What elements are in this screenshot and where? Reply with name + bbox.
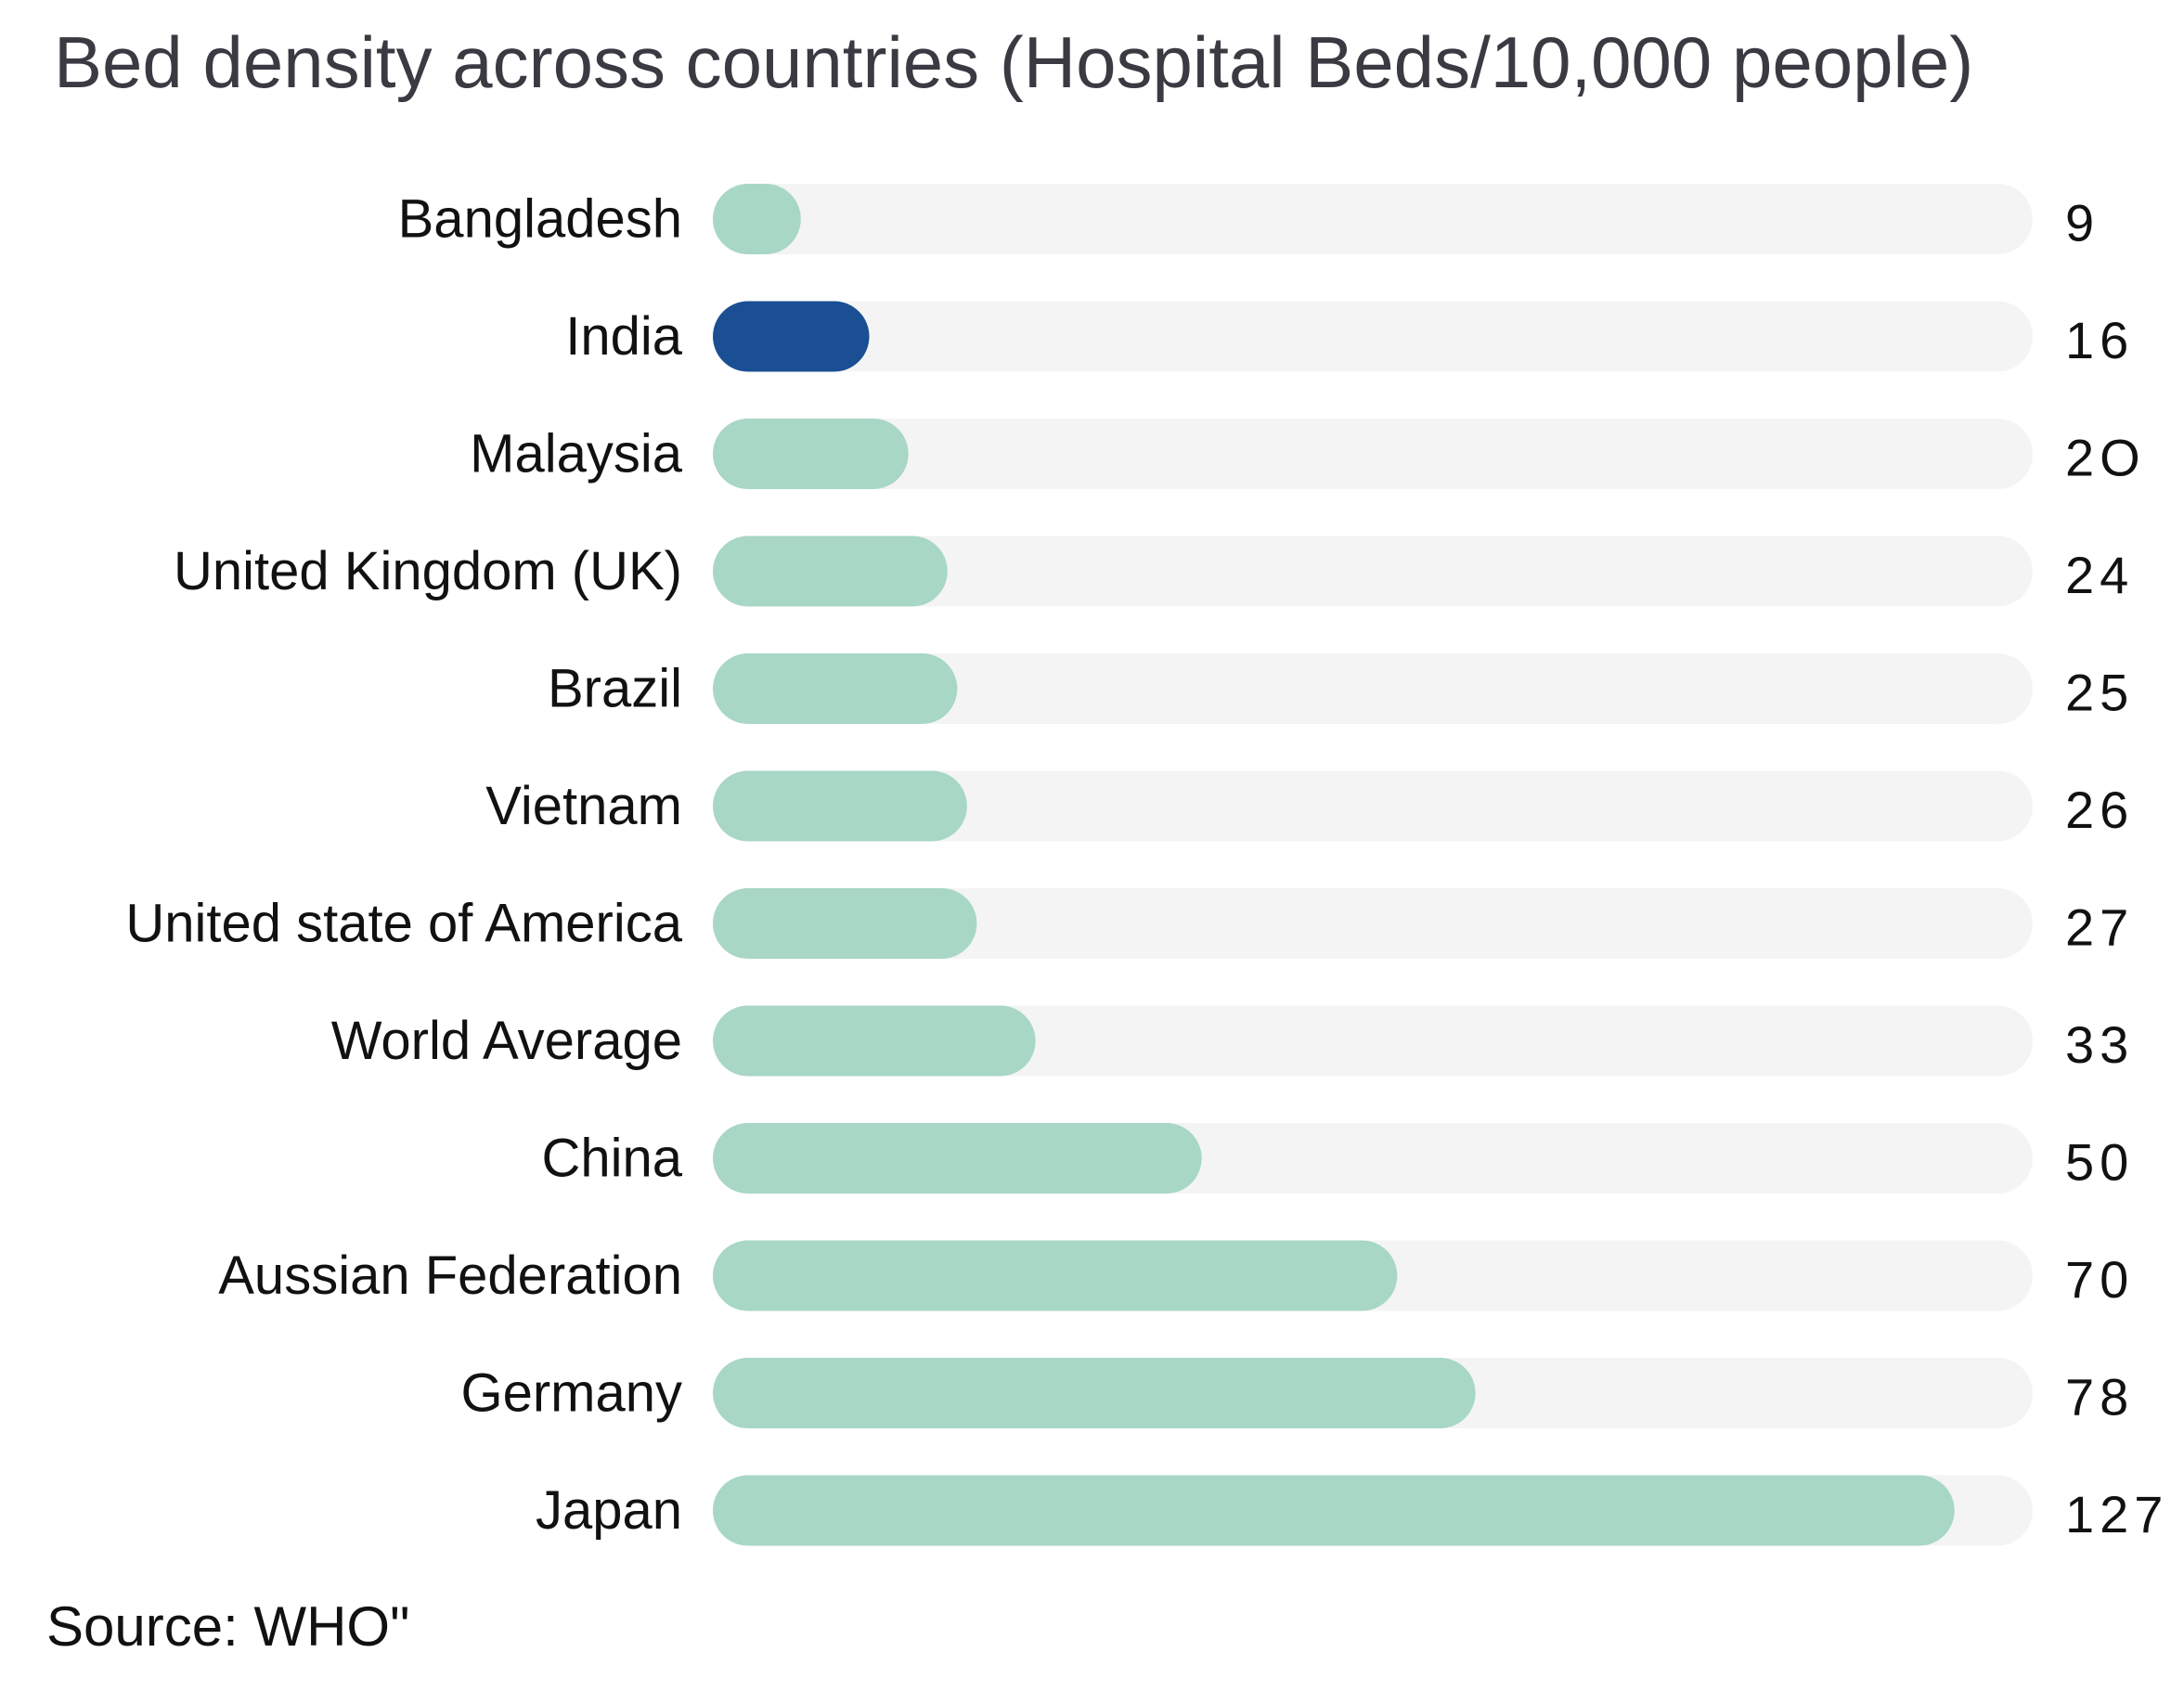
value-label-germany: 78 (2065, 1368, 2134, 1426)
source-note: Source: WHO" (46, 1595, 410, 1658)
value-label-malaysia: 2O (2065, 429, 2146, 487)
category-label-malaysia: Malaysia (470, 424, 683, 484)
bar-bangladesh (713, 184, 801, 254)
bar-brazil (713, 653, 958, 724)
chart-title: Bed density across countries (Hospital B… (54, 21, 1974, 103)
category-label-united-state-of-america: United state of America (125, 894, 682, 954)
bar-track-united-kingdom-uk (713, 536, 2033, 607)
category-label-world-average: World Average (331, 1011, 682, 1071)
bar-japan (713, 1475, 1955, 1546)
value-label-japan: 127 (2065, 1485, 2168, 1543)
value-label-india: 16 (2065, 311, 2134, 369)
bar-malaysia (713, 419, 909, 489)
bar-aussian-federation (713, 1240, 1398, 1311)
bar-track-malaysia (713, 419, 2033, 489)
category-label-india: India (565, 306, 683, 367)
value-label-united-kingdom-uk: 24 (2065, 546, 2134, 604)
bar-track-bangladesh (713, 184, 2033, 254)
value-label-china: 50 (2065, 1133, 2134, 1192)
value-label-world-average: 33 (2065, 1015, 2134, 1074)
bar-germany (713, 1358, 1476, 1428)
category-label-germany: Germany (460, 1363, 682, 1424)
bar-track-united-state-of-america (713, 888, 2033, 959)
bar-world-average (713, 1005, 1036, 1077)
category-label-aussian-federation: Aussian Federation (218, 1246, 682, 1306)
bar-track-brazil (713, 653, 2033, 724)
bar-vietnam (713, 770, 967, 842)
value-label-united-state-of-america: 27 (2065, 898, 2134, 957)
bar-china (713, 1123, 1202, 1194)
category-label-japan: Japan (536, 1480, 682, 1541)
value-label-brazil: 25 (2065, 664, 2134, 722)
category-label-china: China (541, 1129, 682, 1189)
bar-track-world-average (713, 1005, 2033, 1077)
category-label-united-kingdom-uk: United Kingdom (UK) (174, 541, 682, 601)
bar-united-state-of-america (713, 888, 977, 959)
category-label-vietnam: Vietnam (485, 776, 682, 836)
value-label-vietnam: 26 (2065, 781, 2134, 839)
value-label-aussian-federation: 70 (2065, 1250, 2134, 1309)
bar-india (713, 301, 870, 372)
category-label-brazil: Brazil (548, 659, 682, 719)
bar-track-vietnam (713, 770, 2033, 842)
bar-track-india (713, 301, 2033, 372)
value-label-bangladesh: 9 (2065, 194, 2100, 252)
category-label-bangladesh: Bangladesh (398, 189, 682, 250)
bar-united-kingdom-uk (713, 536, 948, 607)
